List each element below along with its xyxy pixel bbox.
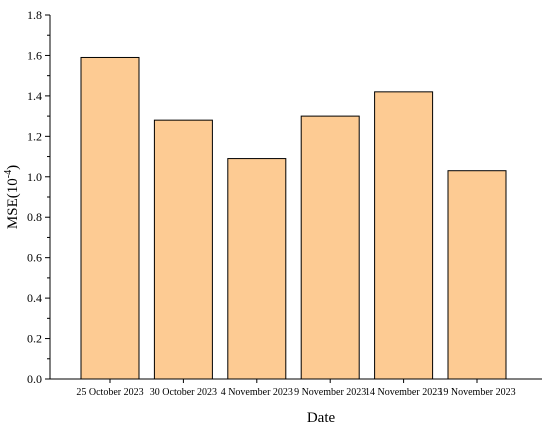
x-tick-label: 14 November 2023 bbox=[365, 387, 442, 398]
y-tick-label: 0.6 bbox=[27, 251, 42, 265]
bar bbox=[447, 170, 507, 380]
x-tick-label: 4 November 2023 bbox=[221, 387, 293, 398]
y-tick-label: 0.0 bbox=[27, 372, 42, 386]
x-axis-title: Date bbox=[307, 410, 336, 426]
y-tick-label: 1.2 bbox=[27, 129, 42, 143]
y-ticks-group: 0.0 0.2 0.4 0.6 0.8 1.0 1.2 1.4 1.6 1.8 bbox=[27, 8, 50, 386]
bar bbox=[374, 91, 434, 380]
x-tick-label: 25 October 2023 bbox=[76, 387, 143, 398]
y-tick-label: 1.8 bbox=[27, 8, 42, 22]
bar bbox=[80, 56, 140, 380]
x-tick-label: 30 October 2023 bbox=[150, 387, 217, 398]
y-axis-title-exponent: -4 bbox=[3, 170, 14, 178]
x-tick-labels-group: 25 October 2023 30 October 2023 4 November… bbox=[76, 379, 516, 398]
bar bbox=[300, 115, 360, 380]
bar bbox=[153, 119, 213, 380]
y-tick-label: 0.4 bbox=[27, 291, 42, 305]
bar bbox=[227, 158, 287, 380]
y-tick-label: 1.0 bbox=[27, 170, 42, 184]
y-tick-label: 0.2 bbox=[27, 332, 42, 346]
bars-group bbox=[80, 56, 507, 380]
y-axis-title-close: ) bbox=[5, 165, 21, 170]
y-tick-label: 1.6 bbox=[27, 48, 42, 62]
x-tick-label: 9 November 2023 bbox=[294, 387, 366, 398]
y-axis-title: MSE(10-4) bbox=[3, 165, 21, 229]
x-tick-label: 19 November 2023 bbox=[438, 387, 515, 398]
y-tick-label: 0.8 bbox=[27, 210, 42, 224]
y-axis-title-base: MSE(10 bbox=[5, 178, 21, 229]
y-tick-label: 1.4 bbox=[27, 89, 42, 103]
